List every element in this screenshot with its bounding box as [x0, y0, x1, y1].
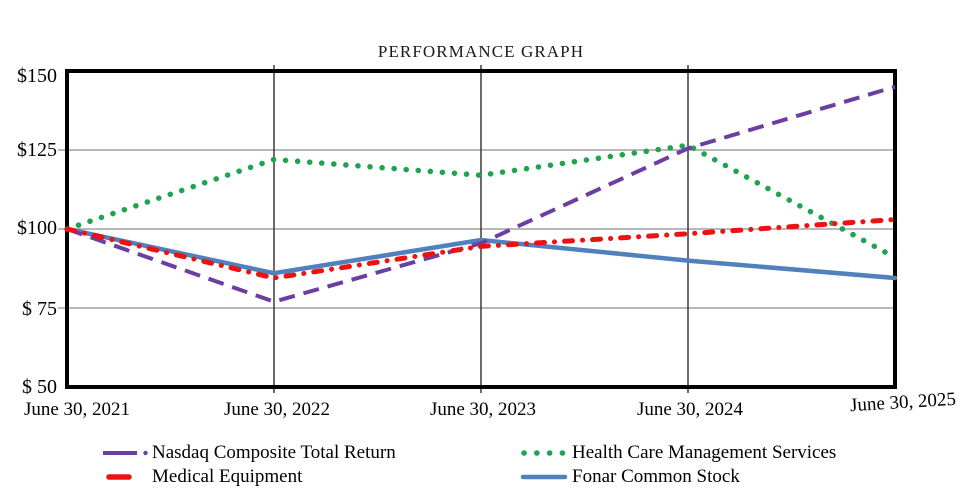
series-line-3: [64, 226, 898, 281]
y-axis-label: $125: [17, 139, 57, 161]
series-line-0: [66, 84, 896, 304]
legend-label: Fonar Common Stock: [572, 466, 740, 487]
series-line-2: [64, 142, 898, 261]
y-axis-label: $ 50: [22, 376, 57, 398]
legend-marker-fonar-line-icon: [520, 474, 568, 480]
legend-marker-dot: [143, 450, 148, 456]
legend-item-medical: Medical Equipment: [100, 465, 302, 489]
x-axis-label: June 30, 2024: [636, 399, 744, 420]
legend-item-healthcare: Health Care Management Services: [520, 441, 836, 465]
y-axis-label: $ 75: [22, 298, 57, 320]
legend-item-nasdaq: Nasdaq Composite Total Return: [100, 441, 396, 465]
x-axis-label: June 30, 2022: [223, 399, 331, 420]
y-axis-label: $150: [17, 65, 57, 87]
legend-item-fonar: Fonar Common Stock: [520, 465, 740, 489]
chart-title: PERFORMANCE GRAPH: [377, 42, 585, 61]
legend-label: Medical Equipment: [152, 466, 303, 487]
legend-marker-healthcare-dots-icon: [521, 450, 567, 456]
legend-marker-nasdaq-dash-icon: [103, 450, 148, 456]
legend-label: Health Care Management Services: [572, 442, 837, 463]
legend-label: Nasdaq Composite Total Return: [152, 442, 396, 463]
series-line-1: [64, 217, 898, 281]
x-axis-label: June 30, 2021: [23, 399, 131, 420]
y-axis-label: $100: [17, 217, 57, 239]
x-axis-label: June 30, 2023: [429, 399, 537, 420]
legend-marker-medical-dash-icon: [106, 474, 132, 480]
